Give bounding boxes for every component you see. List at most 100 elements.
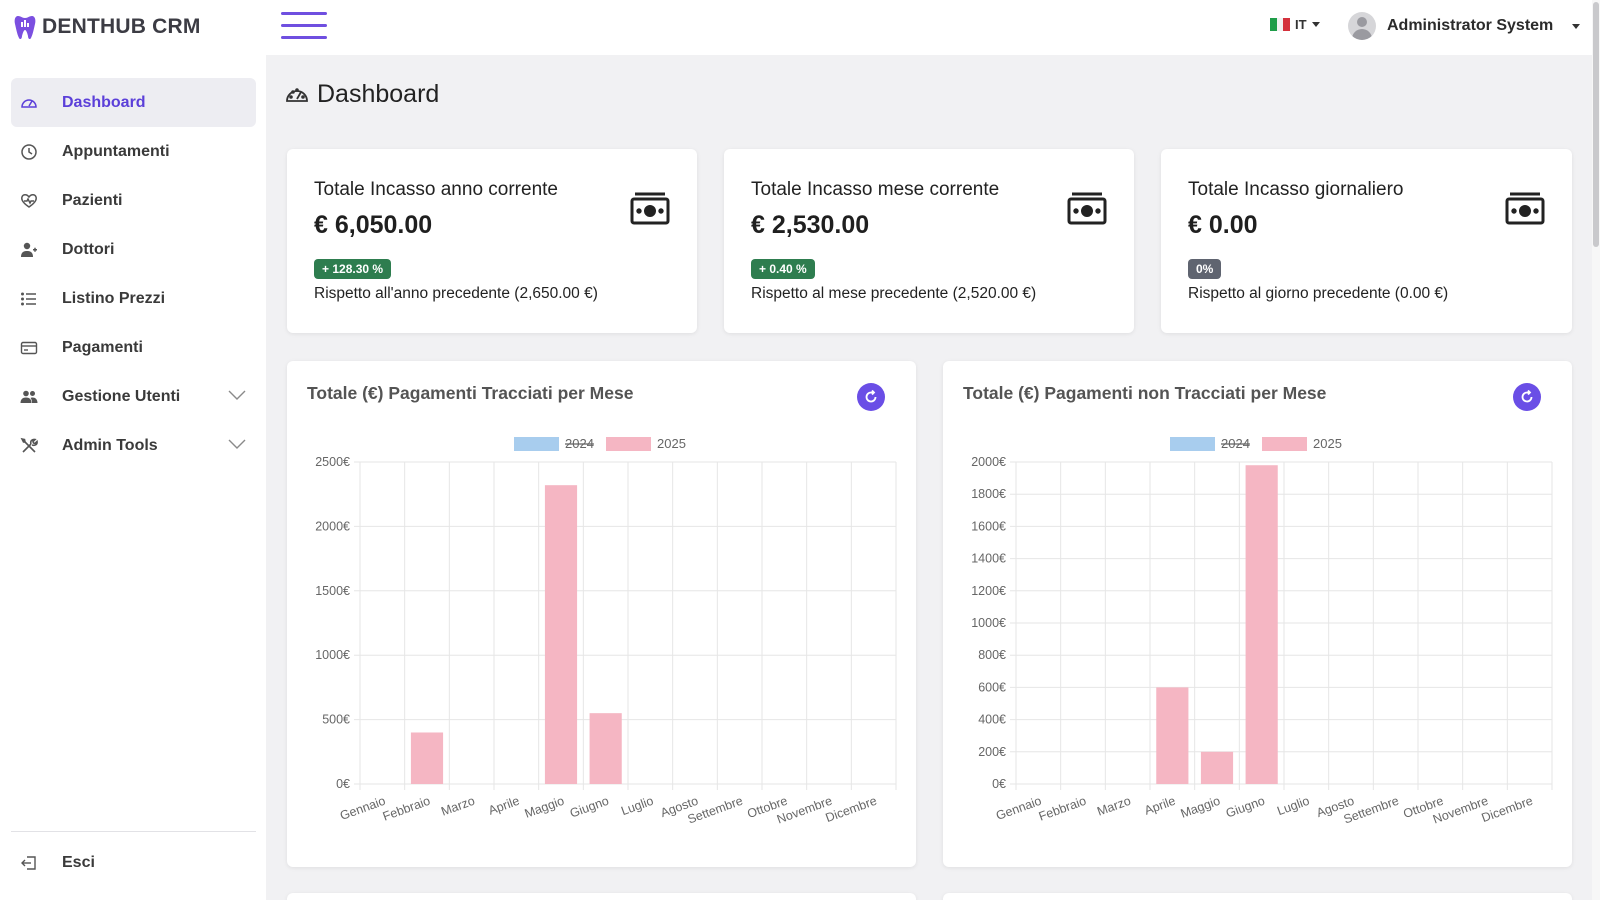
- sidebar-item-listino-prezzi[interactable]: Listino Prezzi: [11, 274, 256, 323]
- y-tick-label: 1500€: [315, 584, 350, 598]
- legend-label: 2025: [1313, 436, 1342, 451]
- legend-swatch: [1170, 437, 1215, 451]
- x-tick-label: Febbraio: [1037, 794, 1088, 824]
- stat-card-year: Totale Incasso anno corrente € 6,050.00 …: [287, 149, 697, 333]
- x-tick-label: Luglio: [1275, 794, 1311, 819]
- stat-card-month: Totale Incasso mese corrente € 2,530.00 …: [724, 149, 1134, 333]
- x-tick-label: Gennaio: [994, 794, 1043, 823]
- y-tick-label: 0€: [992, 777, 1006, 791]
- y-tick-label: 1000€: [315, 648, 350, 662]
- legend-item[interactable]: 2025: [606, 436, 686, 451]
- page-scrollbar[interactable]: [1592, 0, 1600, 900]
- language-label: IT: [1295, 17, 1307, 32]
- chevron-down-icon: [228, 439, 246, 449]
- chart-bar[interactable]: [1200, 751, 1234, 784]
- page-heading: Dashboard: [317, 80, 440, 108]
- user-name: Administrator System: [1387, 17, 1554, 34]
- chart-bar[interactable]: [544, 485, 578, 784]
- sidebar-item-label: Dottori: [62, 240, 115, 258]
- x-tick-label: Maggio: [523, 794, 566, 821]
- stat-value: € 6,050.00: [314, 211, 433, 239]
- logout-button[interactable]: Esci: [11, 842, 256, 884]
- x-tick-label: Luglio: [619, 794, 655, 819]
- hamburger-line: [281, 36, 327, 39]
- menu-toggle-button[interactable]: [281, 12, 327, 40]
- stat-compare: Rispetto al mese precedente (2,520.00 €): [751, 285, 1037, 302]
- sidebar-divider: [11, 831, 256, 832]
- stat-compare: Rispetto all'anno precedente (2,650.00 €…: [314, 285, 598, 302]
- sidebar-item-label: Gestione Utenti: [62, 387, 181, 405]
- status-badge: 0%: [1188, 259, 1222, 279]
- sidebar-item-dottori[interactable]: Dottori: [11, 225, 256, 274]
- y-tick-label: 1000€: [971, 616, 1006, 630]
- sidebar-item-label: Listino Prezzi: [62, 289, 166, 307]
- y-tick-label: 1600€: [971, 519, 1006, 533]
- credit-card-icon: [19, 338, 39, 358]
- users-icon: [19, 387, 39, 407]
- gauge-icon: [19, 93, 39, 113]
- y-tick-label: 2000€: [971, 455, 1006, 469]
- caret-down-icon: [1572, 23, 1581, 29]
- cash-icon: [1505, 192, 1545, 225]
- legend-item[interactable]: 2025: [1262, 436, 1342, 451]
- x-tick-label: Marzo: [1095, 794, 1132, 819]
- y-tick-label: 500€: [322, 713, 350, 727]
- sidebar-item-label: Appuntamenti: [62, 142, 170, 160]
- sidebar-item-pagamenti[interactable]: Pagamenti: [11, 323, 256, 372]
- cash-icon: [1067, 192, 1107, 225]
- heart-pulse-icon: [19, 191, 39, 211]
- stat-title: Totale Incasso mese corrente: [751, 179, 1000, 200]
- sidebar-item-label: Admin Tools: [62, 436, 158, 454]
- stat-compare: Rispetto al giorno precedente (0.00 €): [1188, 285, 1449, 302]
- chart-title: Totale (€) Pagamenti non Tracciati per M…: [963, 383, 1327, 403]
- y-tick-label: 400€: [978, 713, 1006, 727]
- card-stub: [287, 893, 916, 900]
- y-tick-label: 600€: [978, 680, 1006, 694]
- legend-swatch: [606, 437, 651, 451]
- user-menu[interactable]: Administrator System: [1348, 12, 1581, 40]
- bar-chart-non-tracciati: 2024 2025 0€ 200€ 400€ 600€ 800€ 1000€ 1200€ 1400…: [971, 436, 1553, 827]
- sidebar-item-pazienti[interactable]: Pazienti: [11, 176, 256, 225]
- sidebar-nav: Dashboard Appuntamenti Pazienti Dottori …: [11, 78, 256, 470]
- x-tick-label: Giugno: [568, 794, 611, 821]
- x-tick-label: Aprile: [1143, 794, 1178, 818]
- bar-chart-tracciati: 2024 2025 0€ 500€ 1000€ 1500€ 2000€ 2500€ Gennai…: [315, 436, 897, 827]
- sidebar-item-appuntamenti[interactable]: Appuntamenti: [11, 127, 256, 176]
- chart-bar[interactable]: [1156, 687, 1189, 784]
- chart-legend: 2024 2025: [514, 436, 686, 451]
- gauge-icon: [286, 87, 308, 102]
- x-tick-label: Dicembre: [1480, 794, 1535, 825]
- chart-card-non-tracciati: Totale (€) Pagamenti non Tracciati per M…: [943, 361, 1572, 867]
- language-selector[interactable]: IT: [1270, 17, 1320, 32]
- brand[interactable]: DENTHUB CRM: [14, 12, 201, 42]
- legend-item[interactable]: 2024: [1170, 436, 1250, 451]
- chevron-down-icon: [228, 390, 246, 400]
- y-tick-label: 2000€: [315, 519, 350, 533]
- legend-swatch: [1262, 437, 1307, 451]
- chart-bar[interactable]: [589, 713, 622, 784]
- stat-value: € 2,530.00: [751, 211, 870, 239]
- chart-bar[interactable]: [1245, 465, 1278, 784]
- sidebar-item-gestione-utenti[interactable]: Gestione Utenti: [11, 372, 256, 421]
- x-tick-label: Giugno: [1224, 794, 1267, 821]
- y-tick-label: 1800€: [971, 487, 1006, 501]
- x-tick-label: Aprile: [487, 794, 522, 818]
- legend-label: 2024: [1221, 436, 1250, 451]
- sidebar-item-admin-tools[interactable]: Admin Tools: [11, 421, 256, 470]
- page-title: Dashboard: [285, 80, 439, 109]
- chart-bar[interactable]: [410, 732, 444, 784]
- refresh-button[interactable]: [857, 383, 885, 411]
- scrollbar-thumb[interactable]: [1593, 2, 1599, 247]
- chart-title: Totale (€) Pagamenti Tracciati per Mese: [307, 383, 634, 403]
- status-badge: + 128.30 %: [314, 259, 392, 279]
- legend-item[interactable]: 2024: [514, 436, 594, 451]
- refresh-button[interactable]: [1513, 383, 1541, 411]
- sidebar-item-dashboard[interactable]: Dashboard: [11, 78, 256, 127]
- italy-flag-icon: [1270, 18, 1291, 31]
- user-doctor-icon: [19, 240, 39, 260]
- clock-icon: [19, 142, 39, 162]
- sign-out-icon: [19, 853, 39, 873]
- logout-label: Esci: [62, 854, 95, 871]
- stat-card-day: Totale Incasso giornaliero € 0.00 0% Ris…: [1161, 149, 1572, 333]
- legend-label: 2025: [657, 436, 686, 451]
